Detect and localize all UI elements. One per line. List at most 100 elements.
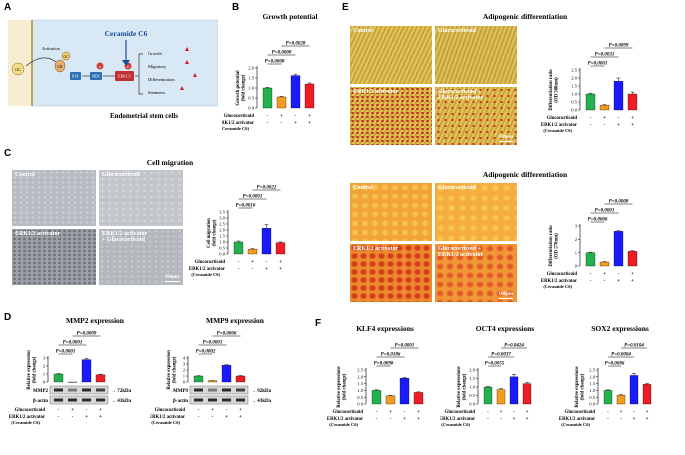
legend-sign: - [604,123,606,128]
legend-sign: + [617,279,620,284]
oil-label-gc: Glucocorticoid [438,185,476,191]
tick-label: 3 [575,224,578,229]
legend-sign: + [403,417,406,422]
adipo-label-gc: Glucocorticoid [438,28,476,34]
legend-sign: - [604,279,606,284]
pvalue-label: P=0.0001 [56,350,76,355]
bar [82,360,91,382]
migration-scale-bar: 100μm [165,275,180,283]
pvalue-label: P=0.0006 [217,332,237,337]
migration-image-gc: Glucocorticoid [99,170,183,226]
bar [630,375,638,404]
legend-sign: - [487,410,489,415]
bar [194,376,203,382]
bar [372,390,381,404]
activation-text: Activation [42,46,61,51]
pathway-diagram: GC Activation GR GC RAF MEK P ERK1/2 P C… [8,14,218,124]
mek-text: MEK [92,75,100,79]
legend-sign: + [526,417,529,422]
bar [54,374,63,382]
legend-sign: + [631,123,634,128]
outcome-migratory: Migratory [148,64,167,69]
legend-sign: - [404,410,406,415]
legend-sign: - [607,417,609,422]
legend-cer-label: (Ceramide C6) [561,422,590,427]
p-erk-text: P [127,65,129,69]
legend-sign: - [238,260,240,265]
pvalue-label: P=0.0031 [595,53,615,58]
legend-sign: - [267,114,269,119]
y-axis-label-unit: (fold change) [33,356,38,383]
legend-sign: - [376,410,378,415]
bar [523,384,531,404]
tick-label: 2.5 [589,368,595,373]
outcome-stemness: Stemness [148,90,165,95]
y-axis-label-unit: (OD 570nm) [555,233,560,259]
blot-label: MMP2 [33,389,48,394]
blot-band [222,399,231,402]
panel-label-f: F [315,318,321,329]
legend-cer-label: (Ceramide C6) [543,284,572,289]
tick-label: 2.5 [571,68,577,73]
y-axis-label: Differentiation ratio [549,69,554,111]
panel-label-e: E [342,2,349,13]
legend-sign: + [603,272,606,277]
y-axis-label: Relative expressions [575,366,580,407]
tick-label: 0.5 [589,395,595,400]
legend-sign: + [631,272,634,277]
adipo-label-erk: ERK1/2 activator [353,89,398,95]
legend-sign: - [58,408,60,413]
legend-sign: - [295,114,297,119]
tick-label: 3.5 [219,210,225,215]
tick-label: 1.0 [248,86,254,91]
tick-label: 2.0 [357,374,363,379]
legend-sign: + [99,415,102,420]
bar [263,88,272,108]
legend-gluco-label: Glucocorticoid [155,408,186,413]
legend-sign: - [226,408,228,413]
legend-sign: + [513,417,516,422]
tick-label: 0.0 [469,402,475,407]
legend-sign: + [85,415,88,420]
legend-sign: + [526,410,529,415]
erk-text: ERK1/2 [118,75,131,79]
legend-sign: - [620,417,622,422]
legend-sign: + [617,123,620,128]
adipo-scale-text-top: 100μm [499,135,514,140]
tick-label: 2.0 [571,76,577,81]
legend-sign: - [212,415,214,420]
legend-sign: + [633,417,636,422]
bar [208,381,217,382]
y-axis-label-unit: (fold change) [581,373,586,400]
bar [248,249,257,254]
bar [628,94,637,110]
gc-bound-text: GC [64,55,70,59]
legend-cer-label: (Ceramide C6) [191,272,220,277]
legend-sign: + [308,121,311,126]
legend-sign: + [239,408,242,413]
pvalue-label: P=0.0008 [265,60,285,65]
legend-gluco-label: Glucocorticoid [195,260,226,265]
tick-label: 2.0 [248,66,254,71]
blot-band [68,399,77,402]
bar [400,378,409,404]
blot-label: β-actin [173,399,188,404]
blot-band [96,389,105,392]
legend-gluco-label: Glucocorticoid [224,114,255,119]
legend-cer-label: (Ceramide C6) [222,126,249,131]
legend-sign: + [631,279,634,284]
bar [234,242,243,254]
tick-label: 2 [575,237,578,242]
y-axis-label: Growth potential [236,70,241,106]
adipo-image-gc: Glucocorticoid [435,26,517,84]
pvalue-label: P=0.0028 [286,42,306,47]
legend-gluco-label: Glucocorticoid [333,410,364,415]
legend-sign: - [590,279,592,284]
pvalue-label: P=0.0104 [624,344,644,349]
